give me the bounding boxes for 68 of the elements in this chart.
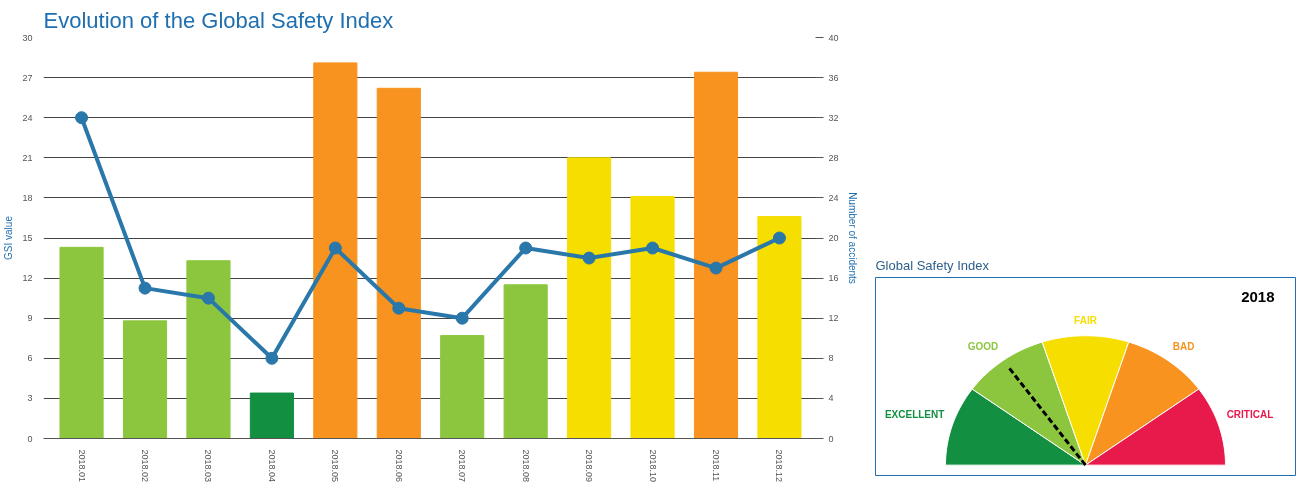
x-tick-label: 2018.04: [266, 449, 277, 483]
y2-tick-label: 36: [828, 72, 839, 83]
point: [75, 111, 89, 125]
bar: [59, 246, 104, 439]
y-tick-label: 21: [22, 152, 33, 163]
point: [392, 301, 406, 315]
slice-label: FAIR: [1074, 314, 1098, 326]
point: [582, 251, 596, 265]
y2-tick-label: 24: [828, 192, 839, 203]
x-tick-label: 2018.02: [140, 449, 151, 483]
bar: [567, 157, 612, 439]
y2-axis-title: Number of accidents: [846, 192, 858, 284]
x-tick-label: 2018.03: [203, 449, 214, 483]
y2-tick-label: 40: [828, 32, 839, 43]
bar: [693, 71, 739, 439]
y2-tick-label: 32: [828, 112, 839, 123]
y-axis-title: GSI value: [3, 215, 15, 260]
x-tick-label: 2018.05: [330, 449, 341, 483]
slice-label: EXCELLENT: [884, 409, 945, 421]
point: [265, 351, 279, 365]
point: [709, 261, 723, 275]
bar: [757, 216, 802, 439]
point: [201, 291, 215, 305]
y-tick-label: 12: [22, 273, 33, 284]
bar: [249, 392, 294, 439]
bar: [376, 87, 421, 439]
y-tick-label: 24: [22, 112, 33, 123]
x-tick-label: 2018.09: [584, 449, 595, 483]
point: [646, 241, 660, 255]
y-tick-label: 9: [27, 313, 33, 324]
x-tick-label: 2018.11: [710, 449, 721, 482]
bar: [440, 335, 485, 439]
slice-label: CRITICAL: [1226, 409, 1274, 421]
chart-title: Global Safety Index: [875, 257, 990, 273]
bar: [186, 260, 231, 439]
x-tick-label: 2018.12: [774, 449, 785, 483]
x-tick-label: 2018.07: [457, 449, 468, 483]
point: [772, 231, 786, 245]
x-tick-label: 2018.06: [393, 449, 404, 483]
y2-tick-label: 8: [828, 353, 834, 364]
y-tick-label: 3: [27, 393, 33, 404]
bar: [122, 320, 168, 439]
y2-tick-label: 4: [828, 393, 834, 404]
point: [138, 281, 152, 295]
y2-tick-label: 28: [828, 152, 839, 163]
y-tick-label: 30: [22, 32, 33, 43]
y-tick-label: 27: [22, 72, 33, 83]
y-tick-label: 0: [27, 433, 33, 444]
y-tick-label: 18: [22, 192, 33, 203]
x-tick-label: 2018.08: [520, 449, 531, 483]
x-tick-label: 2018.10: [647, 449, 658, 483]
point: [455, 311, 469, 325]
chart-subtitle: 2018: [1241, 287, 1275, 305]
bar: [503, 284, 548, 439]
bar: [630, 196, 675, 439]
x-tick-label: 2018.01: [76, 449, 87, 483]
chart-title: Evolution of the Global Safety Index: [43, 7, 394, 33]
point: [519, 241, 533, 255]
y2-tick-label: 12: [828, 313, 839, 324]
bar: [313, 62, 358, 439]
point: [328, 241, 342, 255]
y2-tick-label: 0: [828, 433, 834, 444]
slice-label: GOOD: [967, 340, 999, 352]
y-tick-label: 6: [27, 353, 33, 364]
slice-label: BAD: [1172, 340, 1195, 352]
y2-tick-label: 16: [828, 273, 839, 284]
y-tick-label: 15: [22, 233, 33, 243]
y2-tick-label: 20: [828, 233, 839, 243]
